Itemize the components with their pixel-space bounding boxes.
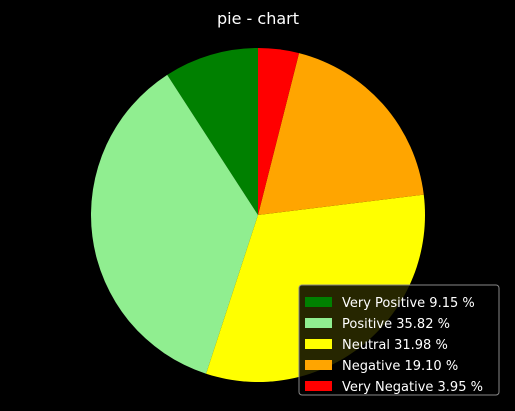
pie-slice-1 xyxy=(90,74,258,374)
legend-swatch-1 xyxy=(305,318,332,328)
pie-slice-3 xyxy=(258,53,424,216)
legend-label-4: Very Negative 3.95 % xyxy=(342,380,483,395)
legend-swatch-2 xyxy=(305,339,332,349)
legend-label-1: Positive 35.82 % xyxy=(342,317,450,332)
legend-frame xyxy=(298,284,500,396)
pie-slice-4 xyxy=(258,48,300,215)
legend-label-2: Neutral 31.98 % xyxy=(342,338,448,353)
legend-label-0: Very Positive 9.15 % xyxy=(342,296,475,311)
chart-title: pie - chart xyxy=(217,9,299,28)
legend: Very Positive 9.15 % Positive 35.82 % Neut… xyxy=(298,284,500,396)
pie-slice-0 xyxy=(167,48,258,215)
legend-label-3: Negative 19.10 % xyxy=(342,359,458,374)
legend-swatch-0 xyxy=(305,297,332,307)
legend-swatch-3 xyxy=(305,360,332,370)
legend-swatch-4 xyxy=(305,381,332,391)
